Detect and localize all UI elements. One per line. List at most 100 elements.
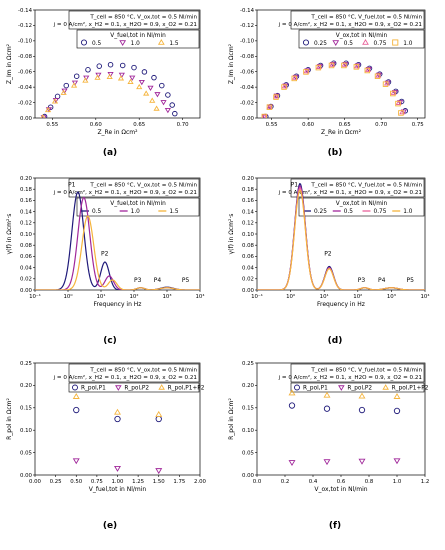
data-point [129, 75, 136, 81]
y-tick-label: 0.20 [242, 176, 255, 182]
legend-marker [72, 384, 78, 391]
data-point [273, 94, 279, 100]
y-axis-label: γ(f) in Ωcm²·s [6, 214, 13, 255]
y-tick-label: -0.14 [18, 8, 33, 14]
data-point [303, 69, 309, 75]
legend-marker [392, 39, 399, 46]
y-tick-label: 0.08 [242, 243, 255, 249]
data-point [288, 402, 296, 409]
legend-marker [294, 384, 300, 391]
legend-title: V_fuel,tot in Nl/min [110, 201, 166, 207]
data-point [390, 90, 396, 97]
x-axis-label: V_fuel,tot in Nl/min [89, 486, 147, 493]
panel-b: 0.00 -0.02 -0.04 -0.06 -0.08 -0.10 -0.12 -0.14 0… [228, 8, 426, 158]
legend: V_fuel,tot in Nl/min 0.5 1.0 1.5 [76, 197, 200, 217]
data-point [149, 97, 156, 103]
x-tick-label: 0.65 [133, 122, 145, 128]
series-line [35, 215, 200, 290]
x-tick-label: 0.55 [266, 122, 278, 128]
conditions-line-1: T_cell = 850 °C, V_fuel,tot = 0.5 Nl/min [310, 368, 422, 374]
data-point [72, 458, 80, 465]
x-axis-label: Frequency in Hz [94, 301, 142, 308]
conditions-box [68, 10, 200, 30]
y-tick-label: 0.18 [242, 187, 255, 193]
y-tick-label: -0.06 [240, 70, 255, 76]
y-tick-label: 0.10 [20, 428, 33, 434]
panel-d: 0.00 0.02 0.04 0.06 0.08 0.10 0.12 0.14 0.16 0.18… [228, 176, 430, 346]
legend-marker [115, 385, 122, 391]
data-point [384, 80, 391, 86]
data-point [288, 460, 296, 467]
data-point [323, 459, 331, 466]
data-point [143, 90, 150, 96]
x-tick-label: 0.70 [177, 122, 190, 128]
data-point [341, 62, 347, 69]
y-axis-label: γ(f) in Ωcm²·s [228, 214, 235, 255]
x-tick-label: 0.2 [281, 479, 290, 485]
y-tick-label: 0.10 [20, 232, 33, 238]
data-point [266, 104, 273, 110]
data-point [165, 92, 171, 98]
y-tick-label: 0.16 [242, 198, 255, 204]
conditions-line-1: T_cell = 850 °C, V_ox,tot = 0.5 Nl/min [89, 368, 197, 374]
peak-annotation: P2 [101, 250, 109, 257]
legend-marker [382, 384, 389, 390]
data-point [358, 392, 366, 399]
legend-entry: 1.5 [169, 209, 179, 215]
x-tick-label: 0.75 [412, 122, 424, 128]
x-tick-label: 0.8 [365, 479, 374, 485]
data-layer [40, 61, 178, 118]
data-point [73, 73, 80, 79]
conditions-line-2: j = 0 A/cm², x_H2 = 0.1, x_H2O = 0.9, x_… [278, 21, 423, 28]
data-point [328, 62, 335, 69]
legend-entry: R_pol,P1 [303, 386, 328, 392]
legend-entry: 1.0 [131, 209, 141, 215]
y-tick-label: -0.12 [240, 23, 254, 29]
x-tick-label: 10⁻¹ [29, 293, 41, 300]
y-tick-label: 0.20 [20, 383, 33, 389]
x-tick-label: 10⁰ [63, 293, 72, 300]
y-tick-label: 0.08 [20, 243, 33, 249]
x-tick-label: 0.00 [29, 479, 42, 485]
x-tick-label: 0.70 [375, 122, 388, 128]
legend-entry: R_pol,P1+P2 [392, 386, 429, 392]
data-point [353, 64, 360, 70]
x-axis-label: Z_Re in Ωcm² [321, 129, 362, 136]
data-point [391, 90, 399, 96]
legend-marker [362, 39, 369, 45]
data-point [288, 389, 296, 396]
x-tick-label: 0.60 [302, 122, 315, 128]
conditions-line-1: T_cell = 850 °C, V_ox,tot = 0.5 Nl/min [89, 15, 197, 21]
y-tick-label: 0.12 [20, 221, 32, 227]
data-point [172, 110, 178, 117]
data-point [393, 393, 401, 399]
data-point [400, 109, 407, 115]
data-point [70, 82, 78, 88]
legend-marker [157, 39, 165, 45]
y-tick-label: 0.15 [242, 406, 254, 412]
data-layer [288, 389, 401, 467]
panel-label: (a) [103, 148, 117, 158]
y-tick-label: -0.02 [240, 100, 254, 106]
y-tick-label: 0.10 [242, 232, 255, 238]
x-tick-label: 0.0 [253, 479, 262, 485]
data-point [281, 84, 287, 90]
y-tick-label: 0.18 [20, 187, 33, 193]
x-tick-label: 0.65 [339, 122, 351, 128]
data-point [164, 108, 171, 114]
legend-marker [338, 385, 345, 391]
y-tick-label: -0.14 [240, 8, 255, 14]
data-point [395, 100, 401, 107]
y-tick-label: 0.16 [20, 198, 33, 204]
data-point [155, 410, 163, 417]
y-tick-label: 0.20 [20, 176, 33, 182]
data-point [114, 415, 121, 423]
data-point [51, 98, 59, 104]
panel-label: (b) [328, 148, 343, 158]
data-point [117, 75, 125, 81]
panel-a: 0.00 -0.02 -0.04 -0.06 -0.08 -0.10 -0.12 -0.14 0… [6, 8, 201, 158]
legend-title: V_ox,tot in Nl/min [336, 201, 388, 207]
conditions-line-1: T_cell = 850 °C, V_fuel,tot = 0.5 Nl/min [310, 15, 422, 21]
data-point [114, 408, 121, 415]
legend-entry: 1.0 [131, 41, 141, 47]
